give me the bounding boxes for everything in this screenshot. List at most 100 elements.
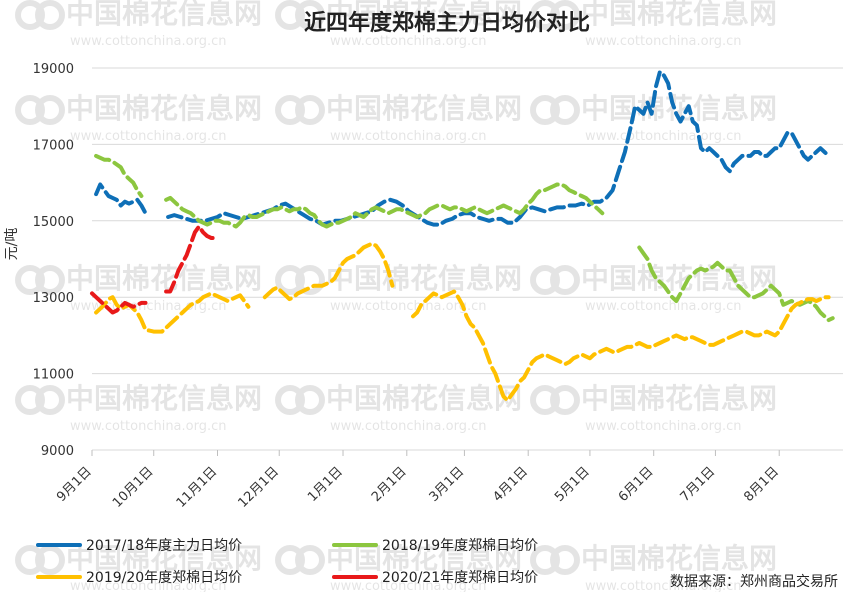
x-tick-label: 9月1日 bbox=[54, 464, 95, 505]
watermark-logo-icon bbox=[530, 95, 560, 125]
watermark-brand-text: 中国棉花信息网 bbox=[66, 542, 262, 575]
series-line-3 bbox=[94, 291, 251, 334]
x-tick-label: 11月1日 bbox=[174, 464, 221, 511]
y-tick-label: 9000 bbox=[41, 444, 74, 459]
y-tick-label: 11000 bbox=[33, 368, 74, 383]
watermark-url-text: www.cottonchina.org.cn bbox=[70, 419, 227, 434]
watermark-logo-icon bbox=[295, 95, 325, 125]
watermark-brand-text: 中国棉花信息网 bbox=[581, 542, 777, 575]
watermark-brand-text: 中国棉花信息网 bbox=[581, 262, 777, 295]
watermark-logo-icon bbox=[15, 95, 45, 125]
watermark-brand-text: 中国棉花信息网 bbox=[326, 0, 522, 30]
watermark-logo-icon bbox=[35, 545, 65, 575]
watermark-tile: 中国棉花信息网 www.cottonchina.org.cn bbox=[275, 542, 522, 592]
watermark-url-text: www.cottonchina.org.cn bbox=[585, 579, 742, 592]
watermark-logo-icon bbox=[275, 95, 305, 125]
watermark-brand-text: 中国棉花信息网 bbox=[326, 542, 522, 575]
watermark-logo-icon bbox=[295, 0, 325, 30]
series-line-1 bbox=[94, 182, 148, 216]
watermark-url-text: www.cottonchina.org.cn bbox=[330, 419, 487, 434]
watermark-url-text: www.cottonchina.org.cn bbox=[585, 129, 742, 144]
watermark-url-text: www.cottonchina.org.cn bbox=[585, 419, 742, 434]
watermark-url-text: www.cottonchina.org.cn bbox=[585, 299, 742, 314]
watermark-logo-icon bbox=[550, 265, 580, 295]
y-axis-tick-labels: 9000 11000 13000 15000 17000 19000 bbox=[33, 62, 74, 459]
watermark-logo-icon bbox=[530, 385, 560, 415]
watermark-url-text: www.cottonchina.org.cn bbox=[70, 129, 227, 144]
x-tick-label: 8月1日 bbox=[741, 464, 782, 505]
legend: 2017/18年度主力日均价 2018/19年度郑棉日均价 2019/20年度郑棉日… bbox=[36, 537, 538, 586]
legend-label: 2018/19年度郑棉日均价 bbox=[382, 537, 538, 554]
watermark-logo-icon bbox=[15, 265, 45, 295]
series-line-4 bbox=[90, 291, 148, 315]
watermark-logo-icon bbox=[275, 0, 305, 30]
x-tick-label: 7月1日 bbox=[678, 464, 719, 505]
watermark-brand-text: 中国棉花信息网 bbox=[66, 262, 262, 295]
watermark-logo-icon bbox=[15, 545, 45, 575]
watermark-layer: 中国棉花信息网 www.cottonchina.org.cn 中国棉花信息网 www.… bbox=[15, 0, 777, 592]
watermark-brand-text: 中国棉花信息网 bbox=[326, 262, 522, 295]
watermark-tile: 中国棉花信息网 www.cottonchina.org.cn bbox=[15, 542, 262, 592]
watermark-brand-text: 中国棉花信息网 bbox=[326, 92, 522, 125]
watermark-brand-text: 中国棉花信息网 bbox=[66, 382, 262, 415]
watermark-logo-icon bbox=[550, 545, 580, 575]
legend-label: 2019/20年度郑棉日均价 bbox=[86, 569, 242, 586]
watermark-logo-icon bbox=[35, 95, 65, 125]
x-tick-label: 10月1日 bbox=[110, 464, 157, 511]
watermark-tile: 中国棉花信息网 www.cottonchina.org.cn bbox=[530, 262, 777, 314]
watermark-logo-icon bbox=[35, 265, 65, 295]
series-line-3 bbox=[262, 241, 395, 302]
watermark-tile: 中国棉花信息网 www.cottonchina.org.cn bbox=[530, 542, 777, 592]
watermark-logo-icon bbox=[530, 0, 560, 30]
y-tick-label: 19000 bbox=[33, 62, 74, 77]
watermark-url-text: www.cottonchina.org.cn bbox=[330, 129, 487, 144]
x-tick-label: 6月1日 bbox=[616, 464, 657, 505]
watermark-tile: 中国棉花信息网 www.cottonchina.org.cn bbox=[15, 0, 262, 49]
watermark-brand-text: 中国棉花信息网 bbox=[581, 382, 777, 415]
series-line-2 bbox=[94, 153, 144, 198]
x-axis: 9月1日 10月1日 11月1日 12月1日 1月1日 2月1日 3月1日 4月1日 5月1日 6… bbox=[54, 450, 782, 511]
watermark-url-text: www.cottonchina.org.cn bbox=[70, 299, 227, 314]
watermark-logo-icon bbox=[530, 545, 560, 575]
watermark-tile: 中国棉花信息网 www.cottonchina.org.cn bbox=[275, 0, 522, 49]
legend-label: 2020/21年度郑棉日均价 bbox=[382, 569, 538, 586]
y-axis-label: 元/吨 bbox=[4, 228, 20, 261]
chart-title: 近四年度郑棉主力日均价对比 bbox=[304, 10, 590, 36]
x-tick-label: 12月1日 bbox=[236, 464, 283, 511]
x-tick-label: 4月1日 bbox=[490, 464, 531, 505]
watermark-logo-icon bbox=[275, 385, 305, 415]
series-lines bbox=[90, 69, 835, 403]
watermark-logo-icon bbox=[295, 545, 325, 575]
watermark-tile: 中国棉花信息网 www.cottonchina.org.cn bbox=[275, 262, 522, 314]
watermark-url-text: www.cottonchina.org.cn bbox=[70, 579, 227, 592]
y-tick-label: 15000 bbox=[33, 215, 74, 230]
watermark-logo-icon bbox=[275, 265, 305, 295]
watermark-url-text: www.cottonchina.org.cn bbox=[585, 34, 742, 49]
watermark-tile: 中国棉花信息网 www.cottonchina.org.cn bbox=[15, 382, 262, 434]
watermark-logo-icon bbox=[295, 385, 325, 415]
x-tick-label: 2月1日 bbox=[369, 464, 410, 505]
watermark-logo-icon bbox=[530, 265, 560, 295]
watermark-brand-text: 中国棉花信息网 bbox=[326, 382, 522, 415]
watermark-url-text: www.cottonchina.org.cn bbox=[330, 299, 487, 314]
watermark-logo-icon bbox=[275, 545, 305, 575]
watermark-logo-icon bbox=[15, 0, 45, 30]
series-line-3 bbox=[411, 289, 831, 403]
series-line-2 bbox=[164, 182, 605, 229]
x-tick-label: 5月1日 bbox=[552, 464, 593, 505]
watermark-tile: 中国棉花信息网 www.cottonchina.org.cn bbox=[275, 92, 522, 144]
watermark-tile: 中国棉花信息网 www.cottonchina.org.cn bbox=[530, 0, 777, 49]
watermark-brand-text: 中国棉花信息网 bbox=[581, 0, 777, 30]
x-tick-label: 1月1日 bbox=[305, 464, 346, 505]
watermark-brand-text: 中国棉花信息网 bbox=[66, 0, 262, 30]
watermark-logo-icon bbox=[550, 0, 580, 30]
watermark-url-text: www.cottonchina.org.cn bbox=[70, 34, 227, 49]
watermark-brand-text: 中国棉花信息网 bbox=[66, 92, 262, 125]
watermark-logo-icon bbox=[35, 0, 65, 30]
watermark-logo-icon bbox=[15, 385, 45, 415]
y-tick-label: 17000 bbox=[33, 138, 74, 153]
y-tick-label: 13000 bbox=[33, 291, 74, 306]
watermark-logo-icon bbox=[295, 265, 325, 295]
watermark-url-text: www.cottonchina.org.cn bbox=[330, 579, 487, 592]
